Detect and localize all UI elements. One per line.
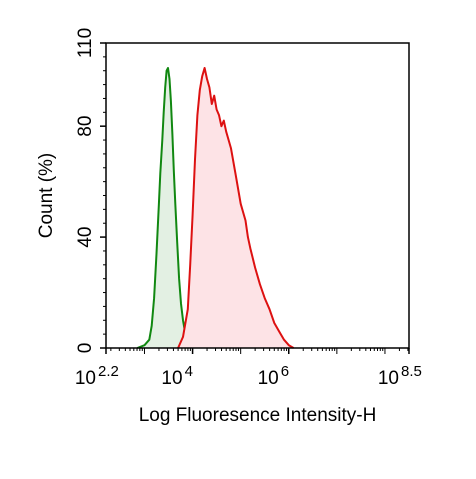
series-2-line	[177, 67, 295, 349]
x-axis-label: Log Fluoresence Intensity-H	[139, 405, 377, 426]
y-tick-label: 80	[75, 116, 96, 137]
x-tick-exponent: 4	[185, 363, 193, 380]
x-tick-label: 10	[75, 368, 96, 389]
x-tick-label: 10	[258, 368, 279, 389]
y-axis-label: Count (%)	[36, 153, 57, 239]
series-2-area	[178, 68, 294, 348]
series-1-area	[137, 68, 193, 348]
plot-area	[136, 67, 295, 349]
x-tick-exponent: 6	[281, 363, 289, 380]
x-tick-exponent: 2.2	[98, 363, 119, 380]
y-tick-label: 40	[75, 227, 96, 248]
x-tick-exponent: 8.5	[401, 363, 422, 380]
y-tick-label: 0	[75, 343, 96, 354]
y-tick-label: 110	[75, 28, 96, 58]
x-tick-label: 10	[161, 368, 182, 389]
series-1-line	[136, 67, 194, 349]
x-tick-label: 10	[378, 368, 399, 389]
